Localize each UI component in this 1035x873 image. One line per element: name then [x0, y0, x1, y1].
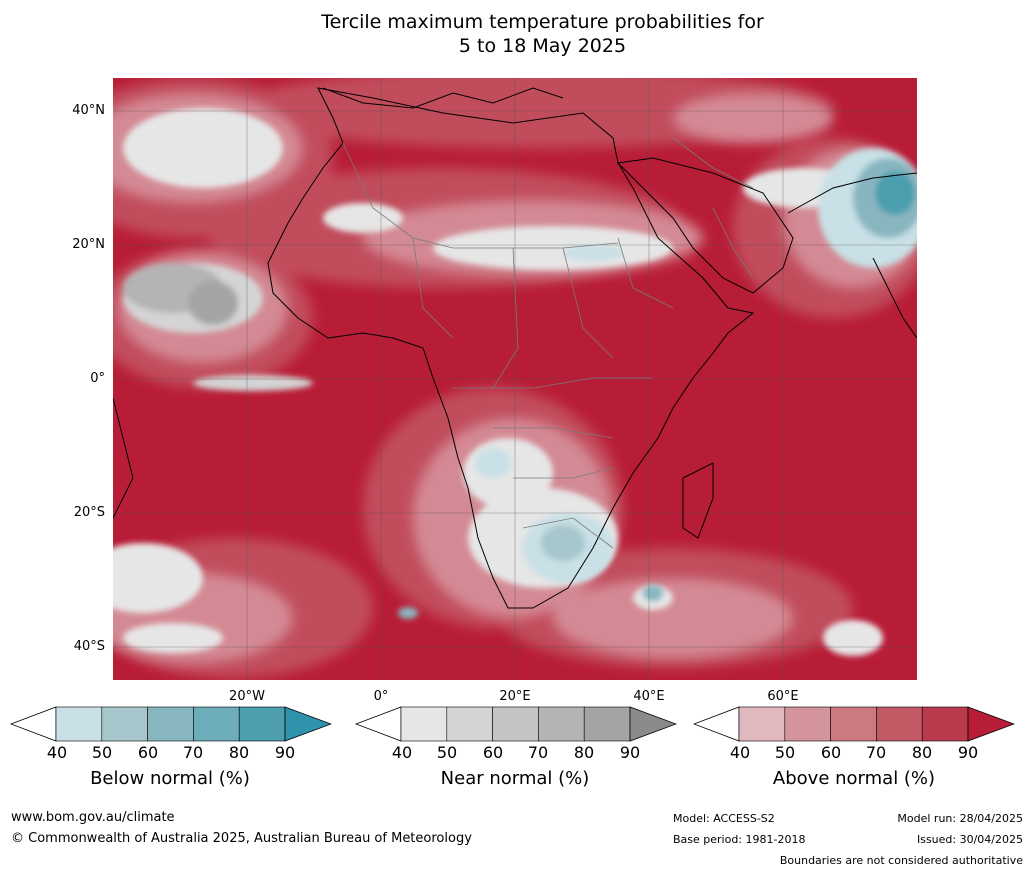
- colorbar-near-graphic: [355, 706, 677, 742]
- colorbar-near: [355, 705, 677, 743]
- colorbar-near-upper-extension: [629, 706, 677, 742]
- tick: 90: [619, 743, 641, 762]
- tick: 40: [46, 743, 68, 762]
- colorbar-above-bin-2: [784, 706, 831, 742]
- title-line-2: 5 to 18 May 2025: [458, 35, 627, 57]
- colorbar-near-bin-2: [446, 706, 493, 742]
- tick: 50: [436, 743, 458, 762]
- colorbar-below-bin-3: [147, 706, 194, 742]
- colorbar-below-bin-1: [55, 706, 103, 742]
- colorbar-near-bin-3: [492, 706, 539, 742]
- map-title: Tercile maximum temperature probabilitie…: [0, 10, 1035, 58]
- lat-label-20s: 20°S: [73, 505, 105, 520]
- colorbar-below-graphic: [10, 706, 332, 742]
- tick: 70: [865, 743, 887, 762]
- footer-copyright: © Commonwealth of Australia 2025, Austra…: [11, 831, 472, 846]
- footer-issued: Issued: 30/04/2025: [916, 833, 1023, 846]
- tick: 50: [774, 743, 796, 762]
- colorbar-above-graphic: [693, 706, 1015, 742]
- colorbar-above-lower-extension: [693, 706, 740, 742]
- colorbar-above-bin-4: [876, 706, 923, 742]
- tick: 90: [274, 743, 296, 762]
- tick: 40: [391, 743, 413, 762]
- tick: 50: [91, 743, 113, 762]
- lon-label-20w: 20°W: [229, 689, 265, 704]
- probability-map: [113, 78, 917, 680]
- lon-label-20e: 20°E: [499, 689, 531, 704]
- lon-label-40e: 40°E: [633, 689, 665, 704]
- lat-label-40n: 40°N: [72, 103, 105, 118]
- title-line-1: Tercile maximum temperature probabilitie…: [321, 11, 764, 33]
- below-normal-areas: [398, 148, 917, 619]
- lat-label-0: 0°: [90, 371, 105, 386]
- tick: 80: [911, 743, 933, 762]
- tick: 80: [228, 743, 250, 762]
- colorbar-above-bin-3: [830, 706, 877, 742]
- tick: 90: [957, 743, 979, 762]
- colorbar-near-bin-1: [400, 706, 448, 742]
- lat-label-40s: 40°S: [73, 639, 105, 654]
- colorbar-above: [693, 705, 1015, 743]
- tick: 60: [482, 743, 504, 762]
- colorbar-above-bin-1: [738, 706, 786, 742]
- lon-label-60e: 60°E: [767, 689, 799, 704]
- footer-model-run: Model run: 28/04/2025: [897, 812, 1023, 825]
- footer-model: Model: ACCESS-S2: [673, 812, 775, 825]
- colorbar-near-title: Near normal (%): [440, 768, 590, 789]
- graticule: [113, 78, 917, 680]
- colorbar-below-title: Below normal (%): [90, 768, 250, 789]
- footer-base-period: Base period: 1981-2018: [673, 833, 806, 846]
- colorbar-near-bin-4: [538, 706, 585, 742]
- lat-label-20n: 20°N: [72, 237, 105, 252]
- tick: 70: [527, 743, 549, 762]
- country-borders: [342, 137, 754, 549]
- colorbar-above-upper-extension: [967, 706, 1015, 742]
- colorbar-near-lower-extension: [355, 706, 402, 742]
- colorbar-below-upper-extension: [284, 706, 332, 742]
- footer-website: www.bom.gov.au/climate: [11, 810, 175, 825]
- colorbar-near-bin-5: [583, 706, 631, 742]
- tick: 80: [573, 743, 595, 762]
- colorbar-below-bin-4: [193, 706, 240, 742]
- footer-disclaimer: Boundaries are not considered authoritat…: [779, 854, 1023, 867]
- colorbar-below: [10, 705, 332, 743]
- colorbar-below-lower-extension: [10, 706, 57, 742]
- map-graphic: [113, 78, 917, 680]
- colorbar-below-bin-2: [101, 706, 148, 742]
- tick: 70: [182, 743, 204, 762]
- colorbar-above-title: Above normal (%): [772, 768, 936, 789]
- lon-label-0: 0°: [373, 689, 389, 704]
- tick: 60: [137, 743, 159, 762]
- colorbar-above-bin-5: [921, 706, 969, 742]
- colorbar-below-bin-5: [238, 706, 286, 742]
- coastlines: [113, 87, 917, 609]
- tick: 40: [729, 743, 751, 762]
- tick: 60: [820, 743, 842, 762]
